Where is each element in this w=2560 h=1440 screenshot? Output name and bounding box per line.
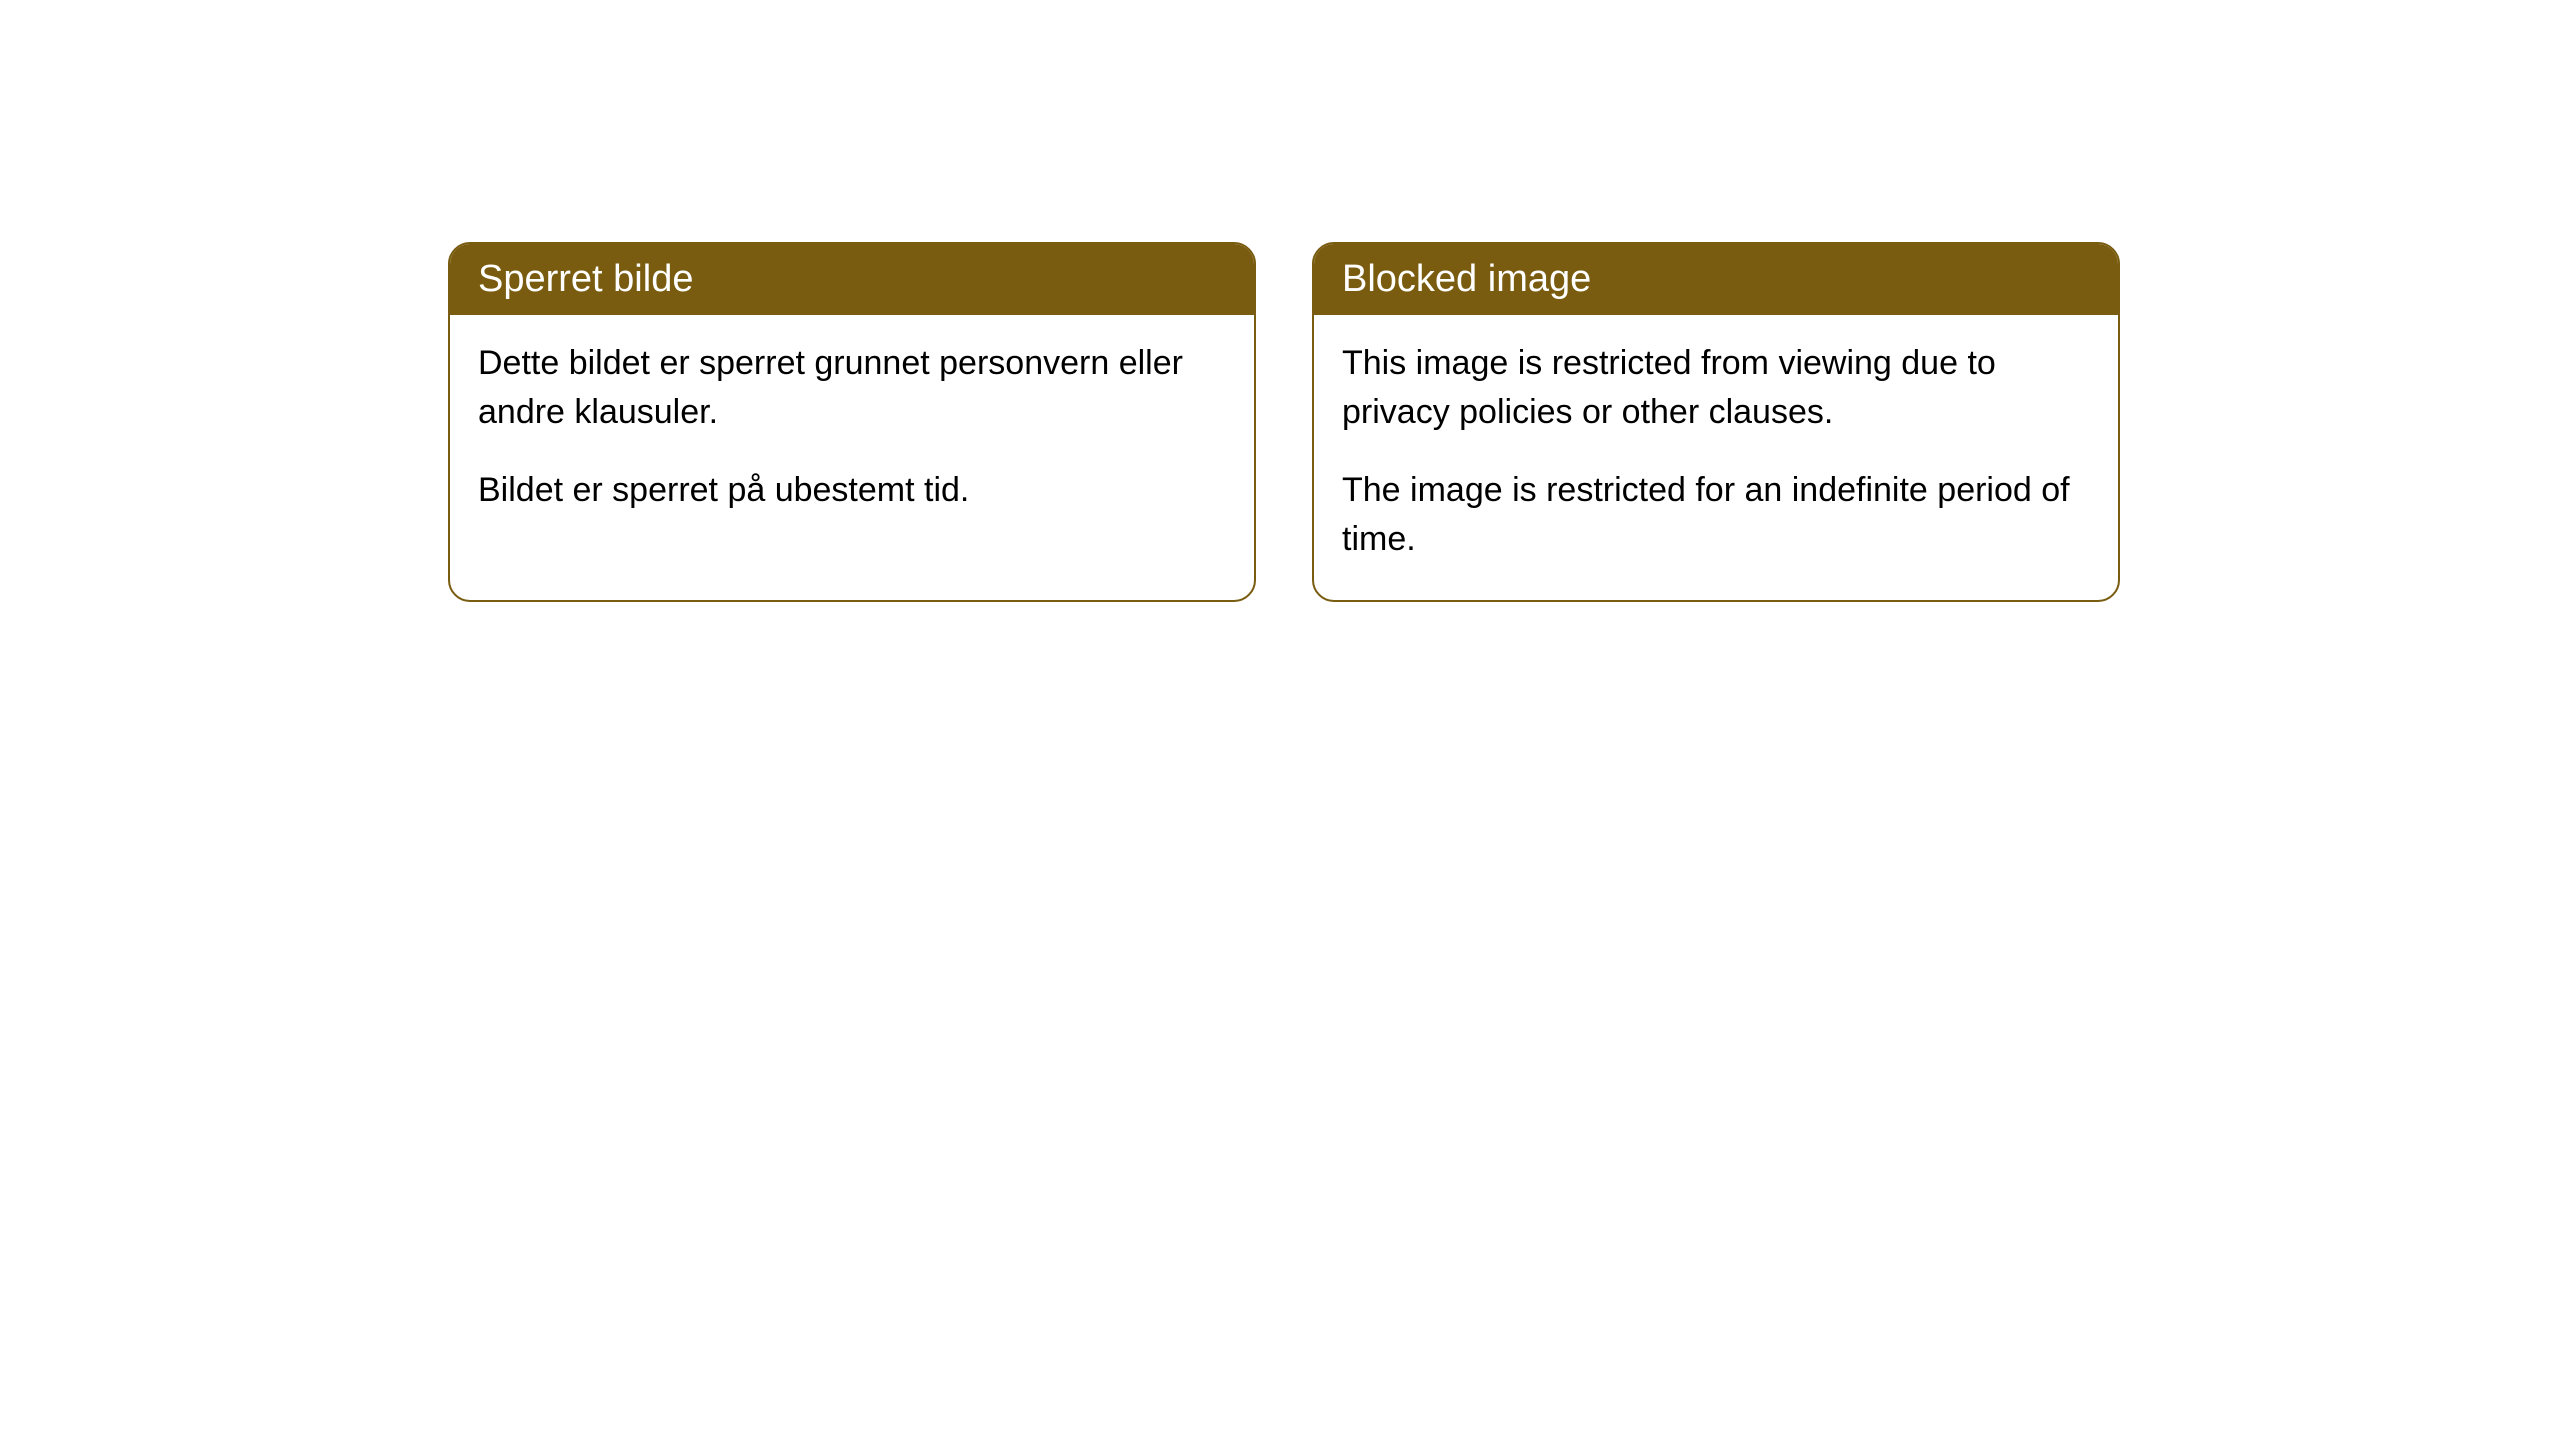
card-body: This image is restricted from viewing du… <box>1314 315 2118 600</box>
card-header: Blocked image <box>1314 244 2118 315</box>
blocked-image-card-english: Blocked image This image is restricted f… <box>1312 242 2120 602</box>
card-paragraph-2: The image is restricted for an indefinit… <box>1342 466 2090 565</box>
card-title: Sperret bilde <box>478 258 693 300</box>
card-header: Sperret bilde <box>450 244 1254 315</box>
card-paragraph-1: This image is restricted from viewing du… <box>1342 339 2090 438</box>
blocked-image-card-norwegian: Sperret bilde Dette bildet er sperret gr… <box>448 242 1256 602</box>
card-title: Blocked image <box>1342 258 1591 300</box>
card-paragraph-1: Dette bildet er sperret grunnet personve… <box>478 339 1226 438</box>
card-body: Dette bildet er sperret grunnet personve… <box>450 315 1254 551</box>
card-paragraph-2: Bildet er sperret på ubestemt tid. <box>478 466 1226 515</box>
cards-container: Sperret bilde Dette bildet er sperret gr… <box>0 0 2560 602</box>
